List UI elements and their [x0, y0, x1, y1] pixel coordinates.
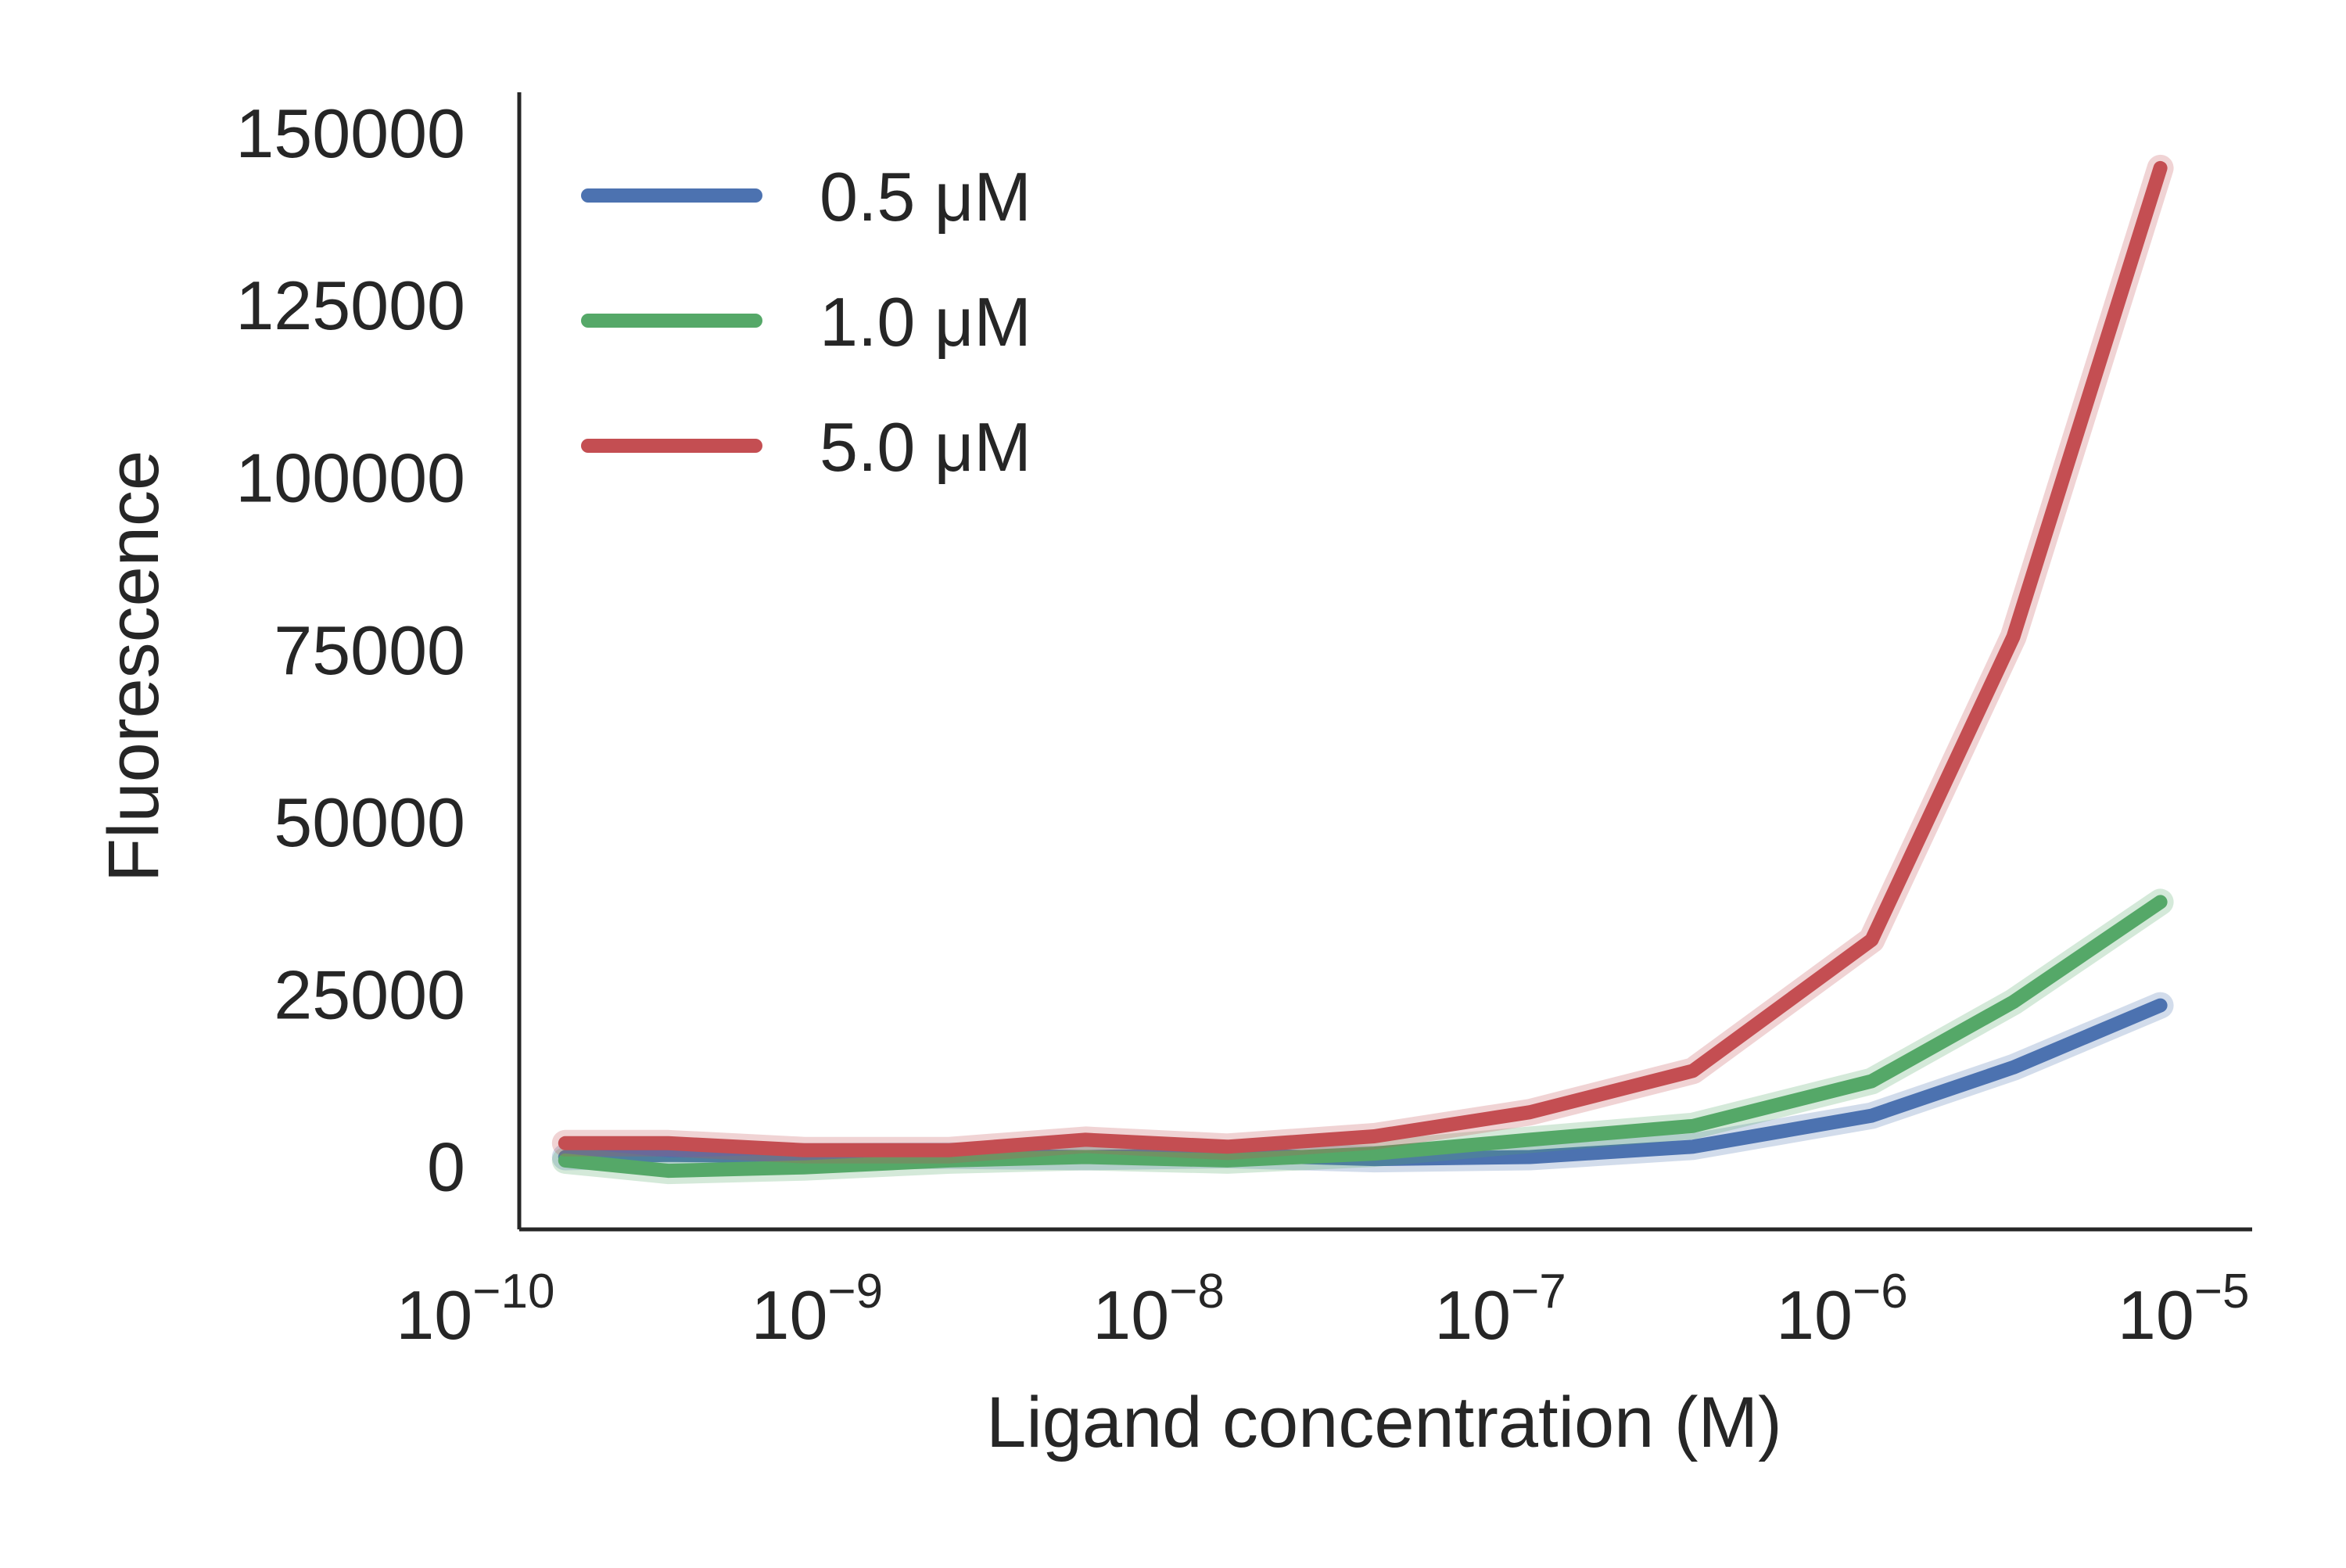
y-tick-label: 0	[427, 1128, 465, 1206]
x-tick-label: 10−7	[1434, 1265, 1566, 1354]
x-tick-exponent: −10	[472, 1265, 554, 1319]
y-tick-label: 50000	[274, 784, 465, 861]
series-line-2	[565, 168, 2161, 1150]
x-tick-label: 10−9	[752, 1265, 884, 1354]
x-tick-exponent: −8	[1169, 1265, 1225, 1319]
y-tick-label: 100000	[235, 440, 465, 517]
legend-label: 5.0 μM	[820, 408, 1031, 486]
y-tick-label: 150000	[235, 95, 465, 172]
x-tick-label: 10−5	[2118, 1265, 2250, 1354]
y-tick-label: 75000	[274, 612, 465, 689]
series-band-2	[565, 168, 2161, 1150]
legend-label: 1.0 μM	[820, 283, 1031, 361]
x-tick-exponent: −6	[1853, 1265, 1908, 1319]
x-tick-exponent: −7	[1511, 1265, 1566, 1319]
x-tick-exponent: −9	[827, 1265, 883, 1319]
legend: 0.5 μM 1.0 μM 5.0 μM	[588, 158, 1031, 486]
series-lines	[565, 168, 2161, 1171]
x-axis-title: Ligand concentration (M)	[986, 1383, 1782, 1462]
legend-label: 0.5 μM	[820, 158, 1031, 235]
x-tick-label: 10−8	[1092, 1265, 1225, 1354]
x-tick-label: 10−10	[396, 1265, 554, 1354]
y-axis-title: Fluorescence	[94, 450, 174, 882]
x-tick-exponent: −5	[2194, 1265, 2250, 1319]
y-tick-label: 25000	[274, 956, 465, 1033]
x-tick-label: 10−6	[1776, 1265, 1908, 1354]
y-tick-label: 125000	[235, 267, 465, 344]
